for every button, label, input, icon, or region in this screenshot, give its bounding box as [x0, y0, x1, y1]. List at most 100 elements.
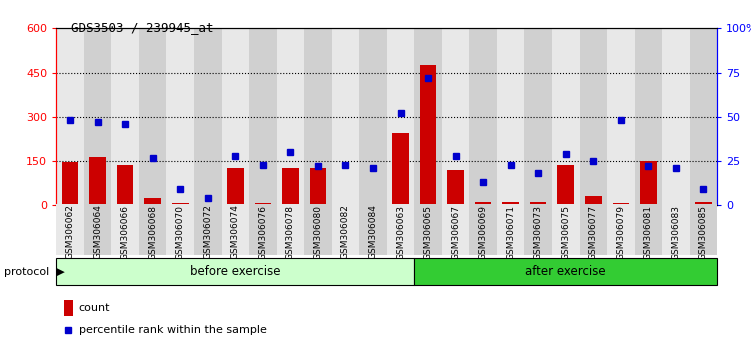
Bar — [332, 204, 359, 255]
Bar — [469, 28, 497, 205]
Bar — [502, 202, 519, 205]
Text: GSM306062: GSM306062 — [65, 205, 74, 259]
Bar — [89, 157, 106, 205]
Bar — [200, 204, 216, 205]
Text: GSM306065: GSM306065 — [424, 205, 433, 259]
Bar — [255, 203, 271, 205]
Bar — [276, 28, 304, 205]
Text: GDS3503 / 239945_at: GDS3503 / 239945_at — [71, 21, 214, 34]
Bar — [668, 204, 684, 205]
Bar — [144, 198, 161, 205]
Bar — [194, 28, 222, 205]
Bar — [56, 28, 84, 205]
Bar — [475, 202, 491, 205]
Text: GSM306076: GSM306076 — [258, 205, 267, 259]
Bar — [139, 204, 167, 255]
Bar — [309, 169, 326, 205]
Bar — [635, 28, 662, 205]
Bar — [387, 28, 415, 205]
Bar — [415, 258, 717, 285]
Bar — [84, 28, 111, 205]
Bar — [580, 204, 607, 255]
Bar — [139, 28, 167, 205]
Bar — [227, 169, 243, 205]
Bar — [497, 28, 524, 205]
Text: GSM306084: GSM306084 — [369, 205, 378, 259]
Bar — [304, 204, 332, 255]
Text: GSM306079: GSM306079 — [617, 205, 626, 259]
Bar — [640, 161, 656, 205]
Bar — [585, 196, 602, 205]
Bar — [635, 204, 662, 255]
Bar — [469, 204, 497, 255]
Bar — [282, 169, 299, 205]
Bar — [497, 204, 524, 255]
Bar — [167, 204, 194, 255]
Text: GSM306078: GSM306078 — [286, 205, 295, 259]
Bar — [524, 28, 552, 205]
Bar — [111, 28, 139, 205]
Bar — [337, 204, 354, 205]
Bar — [64, 300, 74, 316]
Text: GSM306072: GSM306072 — [204, 205, 213, 259]
Bar — [415, 28, 442, 205]
Text: GSM306063: GSM306063 — [396, 205, 405, 259]
Bar — [365, 204, 382, 205]
Text: GSM306068: GSM306068 — [148, 205, 157, 259]
Text: GSM306075: GSM306075 — [561, 205, 570, 259]
Bar — [117, 165, 134, 205]
Bar — [662, 28, 689, 205]
Bar — [111, 204, 139, 255]
Bar — [442, 28, 469, 205]
Text: GSM306082: GSM306082 — [341, 205, 350, 259]
Bar — [222, 204, 249, 255]
Bar — [695, 202, 712, 205]
Text: after exercise: after exercise — [526, 265, 606, 278]
Bar — [359, 28, 387, 205]
Text: GSM306066: GSM306066 — [121, 205, 130, 259]
Bar — [530, 202, 547, 205]
Bar — [276, 204, 304, 255]
Bar — [387, 204, 415, 255]
Text: GSM306080: GSM306080 — [313, 205, 322, 259]
Bar — [56, 258, 415, 285]
Bar — [56, 204, 84, 255]
Text: GSM306064: GSM306064 — [93, 205, 102, 259]
Bar — [222, 28, 249, 205]
Bar — [442, 204, 469, 255]
Bar — [359, 204, 387, 255]
Text: GSM306085: GSM306085 — [699, 205, 708, 259]
Bar — [552, 28, 580, 205]
Text: percentile rank within the sample: percentile rank within the sample — [79, 325, 267, 336]
Bar — [613, 203, 629, 205]
Bar — [552, 204, 580, 255]
Text: GSM306073: GSM306073 — [534, 205, 543, 259]
Bar — [524, 204, 552, 255]
Text: protocol  ▶: protocol ▶ — [4, 267, 65, 277]
Text: GSM306070: GSM306070 — [176, 205, 185, 259]
Text: count: count — [79, 303, 110, 313]
Bar — [448, 170, 464, 205]
Text: before exercise: before exercise — [190, 265, 281, 278]
Bar — [392, 133, 409, 205]
Bar — [557, 166, 574, 205]
Bar — [420, 65, 436, 205]
Bar — [689, 28, 717, 205]
Bar — [580, 28, 607, 205]
Bar — [332, 28, 359, 205]
Bar — [607, 204, 635, 255]
Bar — [662, 204, 689, 255]
Bar — [415, 204, 442, 255]
Text: GSM306067: GSM306067 — [451, 205, 460, 259]
Bar — [194, 204, 222, 255]
Bar — [62, 162, 78, 205]
Bar — [249, 204, 276, 255]
Text: GSM306071: GSM306071 — [506, 205, 515, 259]
Bar — [172, 203, 189, 205]
Text: GSM306081: GSM306081 — [644, 205, 653, 259]
Bar — [167, 28, 194, 205]
Text: GSM306074: GSM306074 — [231, 205, 240, 259]
Text: GSM306069: GSM306069 — [478, 205, 487, 259]
Bar — [607, 28, 635, 205]
Bar — [689, 204, 717, 255]
